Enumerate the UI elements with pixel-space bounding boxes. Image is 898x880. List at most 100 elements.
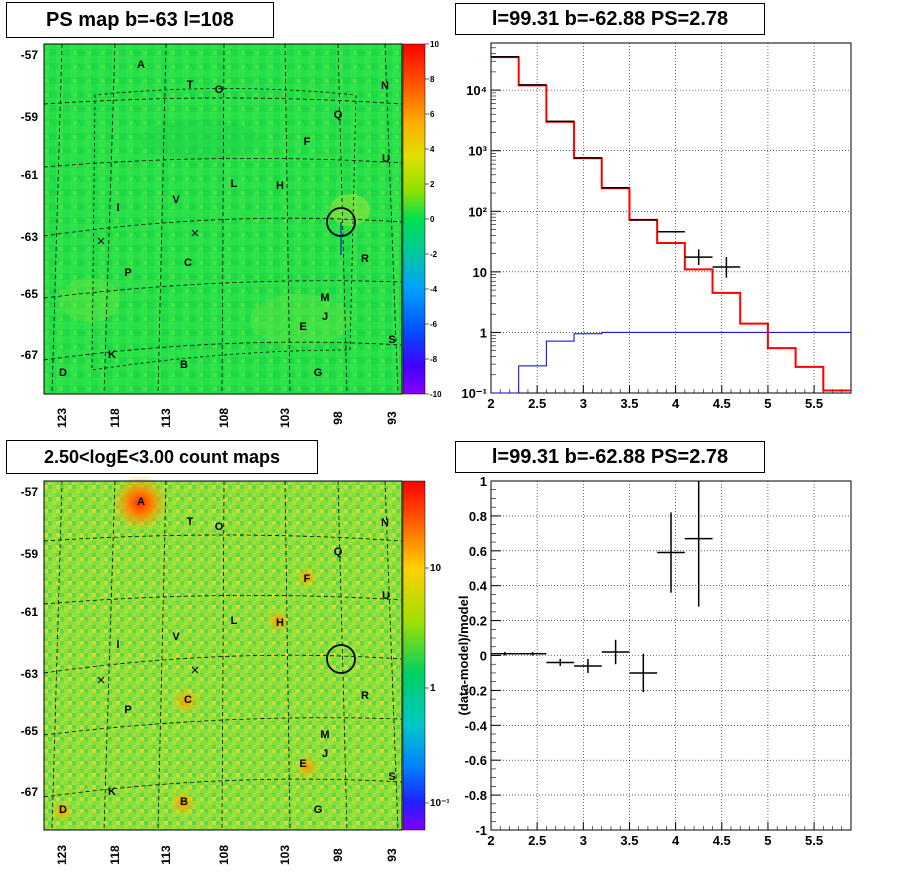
x-tick-label: 4.5 — [713, 396, 731, 411]
count-map-roi-circle — [326, 644, 356, 674]
ps-map-source-labels: A T O N Q F U L H I V R C P MJ E S K B D G — [59, 59, 396, 379]
source-label: I — [116, 639, 119, 651]
source-label: Q — [334, 546, 343, 558]
spectrum-plot: 2 2.5 3 3.5 4 4.5 5 5.5 10⁻¹ 1 10 10² 10³ 10⁴ — [461, 42, 852, 411]
colorbar-tick-label: 10 — [430, 563, 442, 574]
source-label: R — [361, 253, 369, 265]
x-tick-label: 2.5 — [528, 833, 546, 848]
source-label: R — [361, 690, 369, 702]
colorbar-tick-label: 10⁻¹ — [430, 798, 449, 809]
colorbar-tick-label: 1 — [430, 683, 436, 694]
y-tick-label: -61 — [21, 168, 39, 182]
colorbar-tick-label: 8 — [430, 75, 435, 84]
x-tick-label: 93 — [385, 848, 399, 862]
residual-y-ticks: -1 -0.8 -0.6 -0.4 -0.2 0 0.2 0.4 0.6 0.8 1 — [465, 474, 501, 838]
ps-map-grid — [43, 43, 403, 395]
colorbar-tick-label: 2 — [430, 180, 435, 189]
source-label: N — [381, 80, 389, 92]
y-tick-label: -63 — [21, 230, 39, 244]
source-label: P — [124, 704, 131, 716]
y-tick-label: 1 — [480, 325, 487, 340]
source-label: A — [137, 59, 145, 71]
y-tick-label: -61 — [21, 605, 39, 619]
x-tick-label: 2 — [487, 833, 494, 848]
source-label: L — [231, 178, 238, 190]
colorbar-tick-label: 4 — [430, 145, 435, 154]
colorbar-tick-label: 10 — [430, 40, 439, 49]
x-tick-label: 5 — [764, 833, 771, 848]
source-label: S — [388, 334, 395, 346]
ps-map-colorbar-ticks: 10 8 6 4 2 0 -2 -4 -6 -8 -10 — [425, 40, 442, 399]
source-label: U — [382, 590, 390, 602]
colorbar-tick-label: -2 — [430, 250, 438, 259]
colorbar-tick-label: 0 — [430, 215, 435, 224]
source-label: N — [381, 517, 389, 529]
source-label: D — [59, 804, 67, 816]
source-label: F — [304, 136, 311, 148]
x-tick-label: 118 — [108, 408, 122, 428]
colorbar-tick-label: 6 — [430, 110, 435, 119]
y-tick-label: 0.8 — [469, 509, 487, 524]
count-map-x-markers — [97, 666, 199, 684]
spectrum-y-ticks: 10⁻¹ 1 10 10² 10³ 10⁴ — [461, 47, 501, 401]
background-model-step — [491, 331, 851, 394]
x-tick-label: 118 — [108, 845, 122, 865]
y-tick-label: -65 — [21, 724, 39, 738]
count-map-title: 2.50<logE<3.00 count maps — [6, 440, 318, 474]
source-label: E — [299, 758, 306, 770]
x-tick-label: 2.5 — [528, 396, 546, 411]
x-tick-label: 93 — [385, 411, 399, 425]
x-tick-label: 3.5 — [620, 833, 638, 848]
x-tick-label: 5 — [764, 396, 771, 411]
residual-plot: 2 2.5 3 3.5 4 4.5 5 5.5 -1 -0.8 -0.6 -0.4 -0.2 0 0.2 0.… — [456, 474, 852, 848]
y-tick-label: -63 — [21, 667, 39, 681]
y-tick-label: -0.2 — [465, 683, 487, 698]
source-label: B — [180, 359, 188, 371]
y-tick-label: -1 — [475, 823, 487, 838]
residual-y-axis-label: (data-model)/model — [456, 596, 471, 716]
x-tick-label: 108 — [217, 845, 231, 865]
y-tick-label: -57 — [21, 48, 39, 62]
source-label: E — [299, 321, 306, 333]
ps-map-y-ticks: -57 -59 -61 -63 -65 -67 — [21, 48, 39, 362]
source-label: C — [184, 694, 192, 706]
x-tick-label: 5.5 — [805, 396, 823, 411]
x-tick-label: 113 — [159, 845, 173, 865]
y-tick-label: 0.4 — [469, 579, 488, 594]
source-label: V — [172, 194, 180, 206]
source-label: M — [320, 292, 329, 304]
residual-title: l=99.31 b=-62.88 PS=2.78 — [455, 441, 765, 473]
y-tick-label: -0.6 — [465, 753, 487, 768]
source-label: J — [322, 748, 328, 760]
source-label: I — [116, 202, 119, 214]
spectrum-x-ticks: 2 2.5 3 3.5 4 4.5 5 5.5 — [487, 385, 852, 411]
source-label: T — [187, 79, 194, 91]
y-tick-label: -57 — [21, 485, 39, 499]
source-label: F — [304, 573, 311, 585]
count-map-colorbar — [402, 480, 426, 831]
residual-panel: 2 2.5 3 3.5 4 4.5 5 5.5 -1 -0.8 -0.6 -0.4 -0.2 0 0.2 0.… — [449, 437, 898, 875]
y-tick-label: 10⁴ — [466, 83, 487, 98]
x-tick-label: 98 — [331, 848, 345, 862]
count-map-y-ticks: -57 -59 -61 -63 -65 -67 — [21, 485, 39, 799]
source-label: H — [276, 180, 284, 192]
y-tick-label: 10 — [473, 265, 487, 280]
y-tick-label: 0.2 — [469, 614, 487, 629]
colorbar-tick-label: -4 — [430, 285, 438, 294]
colorbar-tick-label: -10 — [430, 390, 442, 399]
count-map-x-ticks: 123 118 113 108 103 98 93 — [55, 845, 399, 865]
plot-frame — [490, 42, 852, 394]
source-label: K — [108, 349, 116, 361]
residual-x-ticks: 2 2.5 3 3.5 4 4.5 5 5.5 — [487, 822, 852, 848]
count-map-grid — [43, 480, 403, 831]
ps-map-title: PS map b=-63 l=108 — [6, 2, 274, 38]
y-tick-label: 10⁻¹ — [461, 386, 487, 401]
x-tick-label: 103 — [278, 845, 292, 865]
x-tick-label: 108 — [217, 408, 231, 428]
ps-map-colorbar — [402, 43, 426, 395]
y-tick-label: 10² — [468, 204, 487, 219]
source-label: T — [187, 516, 194, 528]
x-tick-label: 3 — [580, 833, 587, 848]
